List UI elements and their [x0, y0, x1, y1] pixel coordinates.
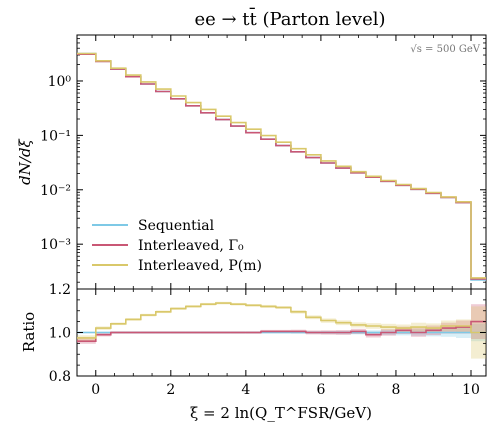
legend: Sequential Interleaved, Γ₀ Interleaved, … — [92, 218, 262, 274]
main-y-axis-label: dN/dξ — [16, 138, 34, 184]
x-tick-label-4: 8 — [391, 382, 400, 398]
x-axis-ticks: 0 2 4 6 8 10 — [91, 35, 480, 398]
sqrt-s-annotation: √s = 500 GeV — [410, 44, 480, 55]
legend-label-interleaved-gamma0: Interleaved, Γ₀ — [138, 238, 244, 254]
ratio-series-line-2 — [77, 302, 486, 339]
ratio-y-axis-label: Ratio — [20, 312, 38, 352]
x-tick-label-5: 10 — [462, 382, 480, 398]
x-tick-label-3: 6 — [316, 382, 325, 398]
ratio-series-group — [77, 302, 486, 342]
x-tick-label-2: 4 — [241, 382, 250, 398]
ratio-bands-group — [77, 301, 486, 359]
ratio-y-ticks: 0.8 1.0 1.2 — [49, 282, 486, 385]
legend-label-sequential: Sequential — [138, 218, 215, 234]
main-series-line-2 — [77, 52, 486, 279]
x-tick-label-0: 0 — [91, 382, 100, 398]
ratio-y-tick-label-1: 1.0 — [49, 326, 71, 342]
main-y-ticks: 10⁻³ 10⁻² 10⁻¹ 10⁰ — [40, 34, 486, 283]
legend-label-interleaved-pm: Interleaved, P(m) — [138, 258, 262, 274]
ratio-y-tick-label-0: 0.8 — [49, 369, 71, 385]
main-y-tick-label-1: 10⁻² — [40, 183, 71, 199]
main-y-tick-label-0: 10⁻³ — [40, 237, 71, 253]
main-y-tick-label-3: 10⁰ — [48, 74, 72, 90]
chart-title: ee → tt̄ (Parton level) — [194, 6, 385, 30]
ratio-panel: 0.8 1.0 1.2 Ratio — [20, 282, 487, 385]
ratio-y-tick-label-2: 1.2 — [49, 282, 71, 298]
main-panel: √s = 500 GeV 10⁻³ 10⁻² 10⁻¹ 10⁰ dN/dξ Seque… — [16, 34, 487, 290]
x-tick-label-1: 2 — [166, 382, 175, 398]
main-series-group — [77, 52, 486, 281]
x-axis-label: ξ = 2 ln(Q_T^FSR/GeV) — [190, 404, 372, 422]
main-y-tick-label-2: 10⁻¹ — [40, 128, 71, 144]
ratio-series-line-1 — [77, 320, 486, 342]
